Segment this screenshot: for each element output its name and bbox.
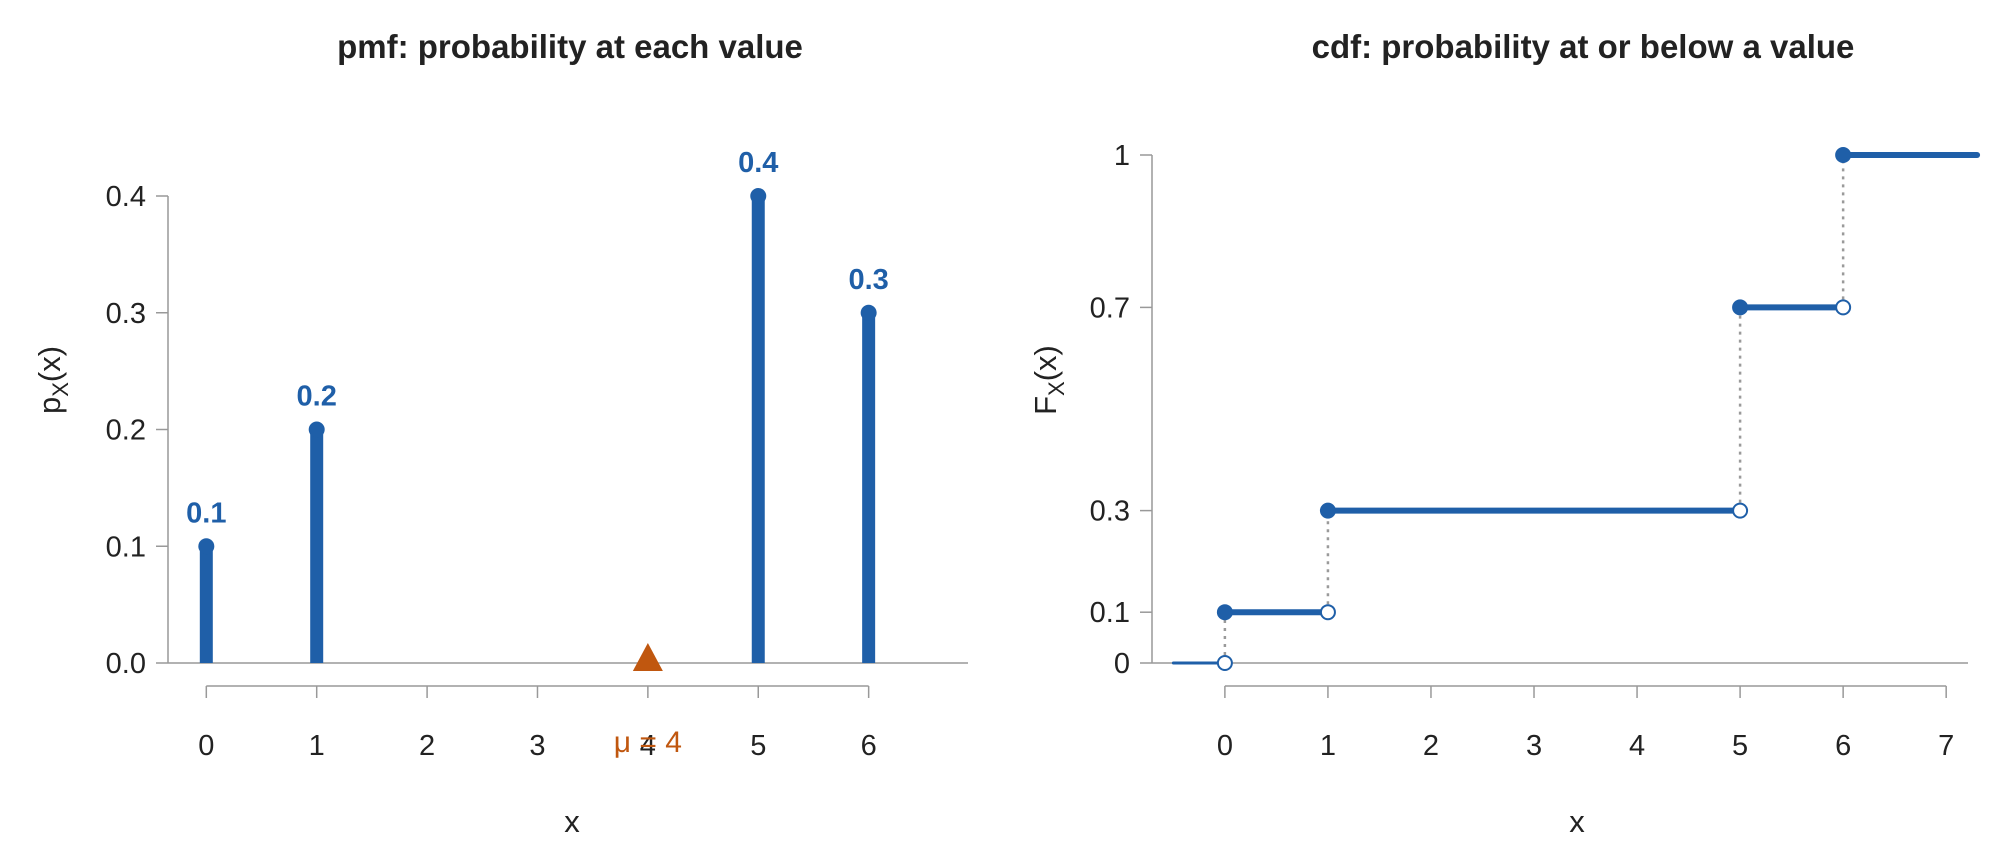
cdf-y-tick-label: 0.7 <box>1090 292 1130 324</box>
pmf-y-axis-label-main: p <box>32 397 67 414</box>
pmf-value-label: 0.3 <box>848 264 888 296</box>
pmf-value-label: 0.2 <box>297 381 337 413</box>
cdf-x-tick-label: 2 <box>1423 730 1439 762</box>
pmf-y-tick-label: 0.3 <box>106 298 146 330</box>
cdf-open-point <box>1732 502 1749 519</box>
cdf-y-tick-label: 0.3 <box>1090 496 1130 528</box>
pmf-mean-marker <box>632 643 663 671</box>
cdf-open-point <box>1319 604 1336 621</box>
pmf-title: pmf: probability at each value <box>337 28 803 65</box>
cdf-x-tick-label: 0 <box>1217 730 1233 762</box>
pmf-stem-head <box>750 188 767 204</box>
pmf-x-axis-label: x <box>564 804 580 839</box>
pmf-y-tick-label: 0.2 <box>106 415 146 447</box>
pmf-x-tick-label: 6 <box>861 730 877 762</box>
cdf-y-axis-label-main: F <box>1028 396 1063 415</box>
pmf-y-axis-label: pX(x) <box>32 346 73 414</box>
cdf-x-tick-label: 3 <box>1526 730 1542 762</box>
pmf-stem-head <box>198 538 215 555</box>
cdf-x-tick-label: 7 <box>1938 730 1954 762</box>
cdf-open-point <box>1835 299 1852 316</box>
cdf-x-axis-label: x <box>1569 804 1585 839</box>
pmf-value-label: 0.1 <box>186 497 226 529</box>
cdf-y-axis-label: FX(x) <box>1028 345 1069 415</box>
cdf-y-tick-label: 1 <box>1114 140 1130 172</box>
pmf-x-tick-label: 4 <box>640 730 656 762</box>
pmf-x-tick-label: 3 <box>529 730 545 762</box>
pmf-y-tick-label: 0.0 <box>106 648 146 680</box>
cdf-x-tick-label: 5 <box>1732 730 1748 762</box>
cdf-panel: cdf: probability at or below a value x F… <box>1028 28 1981 839</box>
cdf-y-tick-label: 0.1 <box>1090 597 1130 629</box>
pmf-value-label: 0.4 <box>738 147 778 179</box>
pmf-y-tick-label: 0.4 <box>106 181 146 213</box>
pmf-y-tick-label: 0.1 <box>106 531 146 563</box>
pmf-y-axis-label-tail: (x) <box>32 346 67 382</box>
cdf-open-point <box>1216 655 1233 671</box>
pmf-stem-head <box>308 421 325 438</box>
cdf-closed-point <box>1216 604 1233 621</box>
cdf-x-tick-label: 4 <box>1629 730 1645 762</box>
pmf-x-tick-label: 0 <box>198 730 214 762</box>
pmf-x-tick-label: 5 <box>750 730 766 762</box>
pmf-x-tick-label: 1 <box>309 730 325 762</box>
pmf-x-tick-label: 2 <box>419 730 435 762</box>
pmf-mean-label: μ = 4 <box>614 726 682 759</box>
cdf-closed-point <box>1835 147 1852 163</box>
cdf-x-tick-label: 1 <box>1320 730 1336 762</box>
pmf-panel: pmf: probability at each value x pX(x) 0… <box>32 28 968 839</box>
cdf-closed-point <box>1319 502 1336 519</box>
cdf-y-tick-label: 0 <box>1114 648 1130 680</box>
pmf-stem-head <box>860 304 877 321</box>
cdf-x-tick-label: 6 <box>1835 730 1851 762</box>
cdf-closed-point <box>1732 299 1749 316</box>
cdf-y-axis-label-subscript: X <box>1044 381 1069 396</box>
pmf-y-axis-label-subscript: X <box>48 382 73 397</box>
cdf-y-axis-label-tail: (x) <box>1028 345 1063 381</box>
cdf-title: cdf: probability at or below a value <box>1312 28 1855 65</box>
